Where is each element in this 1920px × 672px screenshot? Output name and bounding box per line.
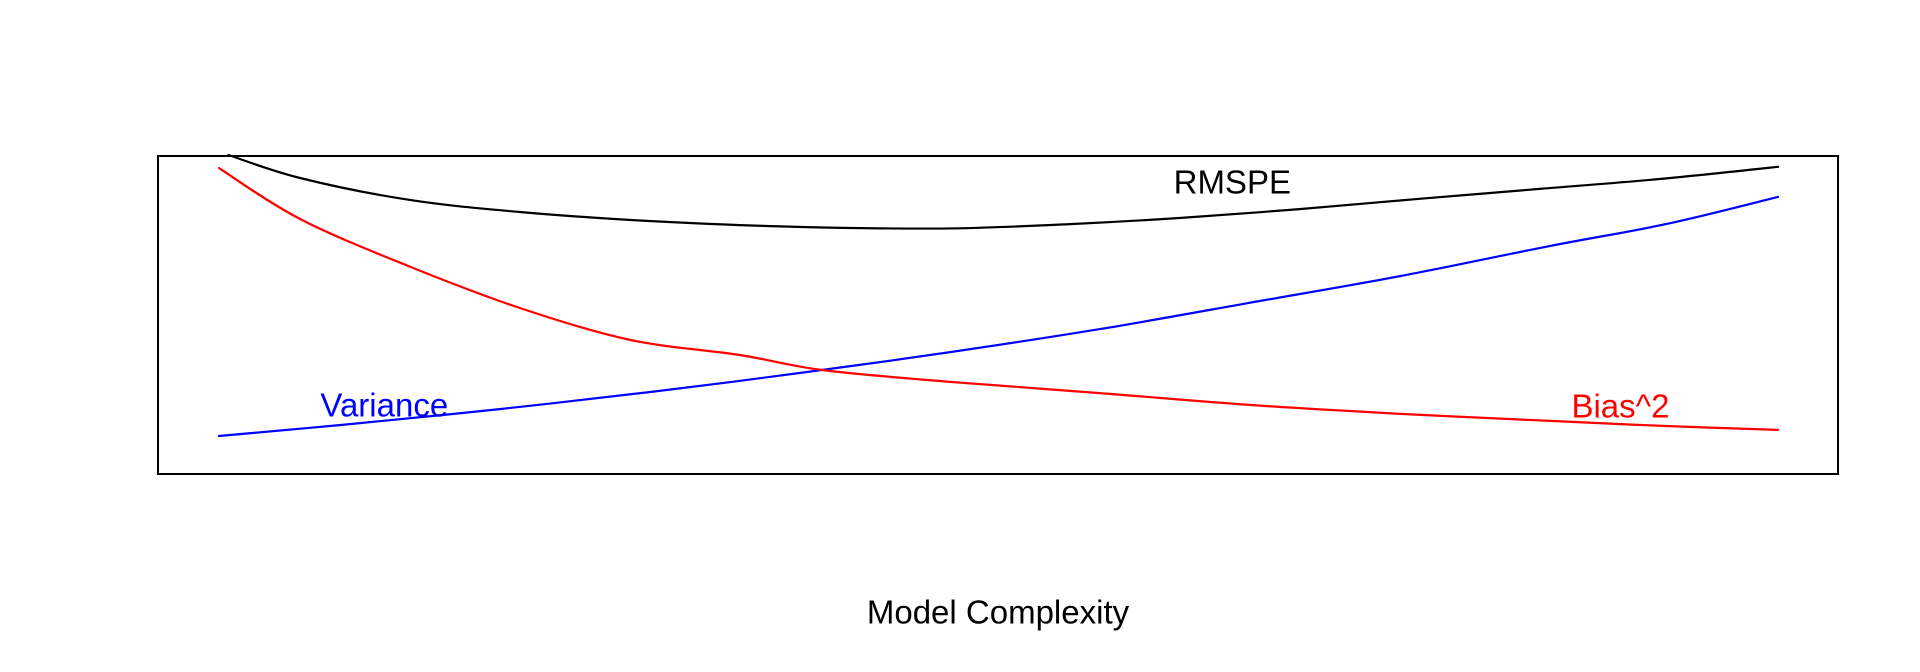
rmspe-curve — [227, 153, 1780, 230]
bias-squared-label: Bias^2 — [1571, 387, 1669, 424]
variance-label: Variance — [320, 386, 448, 423]
rmspe-label: RMSPE — [1174, 163, 1291, 200]
x-axis-label: Model Complexity — [867, 594, 1130, 631]
variance-curve — [217, 195, 1780, 438]
plot-border — [157, 155, 1839, 475]
bias-squared-curve — [217, 167, 1780, 431]
